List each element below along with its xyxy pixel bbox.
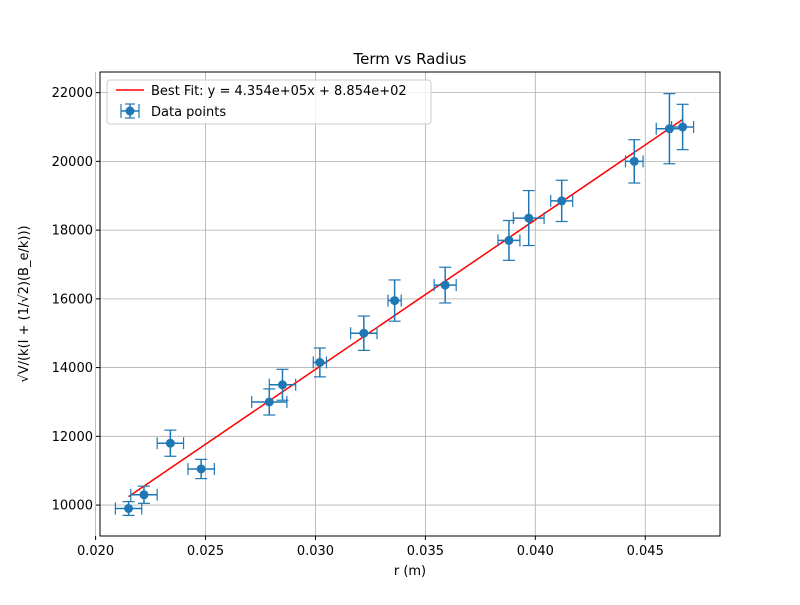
data-point-marker bbox=[139, 490, 149, 500]
y-tick-label: 14000 bbox=[52, 361, 93, 376]
data-point-marker bbox=[678, 122, 688, 132]
data-point bbox=[550, 179, 574, 223]
data-point bbox=[350, 315, 378, 351]
x-axis-label: r (m) bbox=[394, 564, 426, 579]
plot-frame bbox=[99, 71, 721, 537]
best-fit-line-layer bbox=[128, 118, 684, 498]
data-point bbox=[497, 219, 521, 261]
y-axis-ticks: 10000 12000 14000 16000 18000 20000 22000 bbox=[52, 86, 100, 514]
data-point bbox=[268, 368, 297, 401]
data-point-marker bbox=[440, 280, 450, 290]
y-tick-label: 12000 bbox=[52, 430, 93, 445]
data-point-marker bbox=[524, 213, 534, 223]
legend: Best Fit: y = 4.354e+05x + 8.854e+02 Dat… bbox=[106, 79, 432, 125]
data-point-marker bbox=[196, 464, 206, 474]
data-point-marker bbox=[315, 357, 325, 367]
data-point bbox=[387, 279, 402, 322]
data-point bbox=[187, 458, 215, 480]
data-point bbox=[156, 429, 185, 457]
data-point-marker bbox=[359, 328, 369, 338]
legend-points-swatch bbox=[120, 103, 140, 119]
data-point bbox=[624, 139, 644, 184]
y-tick-label: 22000 bbox=[52, 86, 93, 101]
data-point-marker bbox=[165, 438, 175, 448]
data-point-marker bbox=[504, 235, 514, 245]
y-tick-label: 16000 bbox=[52, 292, 93, 307]
x-tick-label: 0.035 bbox=[407, 544, 444, 559]
data-points-layer bbox=[114, 93, 695, 516]
y-tick-label: 20000 bbox=[52, 155, 93, 170]
data-point bbox=[512, 189, 545, 247]
data-point-marker bbox=[124, 504, 134, 514]
data-point-marker bbox=[390, 296, 400, 306]
legend-points-label: Data points bbox=[151, 105, 226, 120]
legend-fit-label: Best Fit: y = 4.354e+05x + 8.854e+02 bbox=[151, 84, 407, 99]
x-tick-label: 0.020 bbox=[77, 544, 114, 559]
data-point bbox=[114, 501, 143, 516]
x-tick-label: 0.030 bbox=[297, 544, 334, 559]
data-point bbox=[433, 266, 457, 304]
data-point-marker bbox=[557, 196, 567, 206]
x-axis-ticks: 0.020 0.025 0.030 0.035 0.040 0.045 bbox=[77, 536, 664, 559]
grid bbox=[95, 72, 720, 536]
data-point-marker bbox=[264, 397, 274, 407]
chart-title: Term vs Radius bbox=[353, 50, 467, 68]
x-tick-label: 0.025 bbox=[187, 544, 224, 559]
x-tick-label: 0.040 bbox=[517, 544, 554, 559]
data-point bbox=[130, 485, 158, 504]
y-tick-label: 18000 bbox=[52, 224, 93, 239]
best-fit-line bbox=[128, 118, 684, 498]
data-point-marker bbox=[629, 156, 639, 166]
data-point-marker bbox=[664, 124, 674, 134]
y-axis-label: √V/(k(I + (1/√2)(B_e/k))) bbox=[17, 225, 32, 382]
data-point bbox=[312, 347, 328, 378]
legend-box bbox=[106, 79, 432, 125]
data-point bbox=[671, 103, 695, 151]
data-point-marker bbox=[277, 380, 287, 390]
x-tick-label: 0.045 bbox=[627, 544, 664, 559]
y-tick-label: 10000 bbox=[52, 499, 93, 514]
